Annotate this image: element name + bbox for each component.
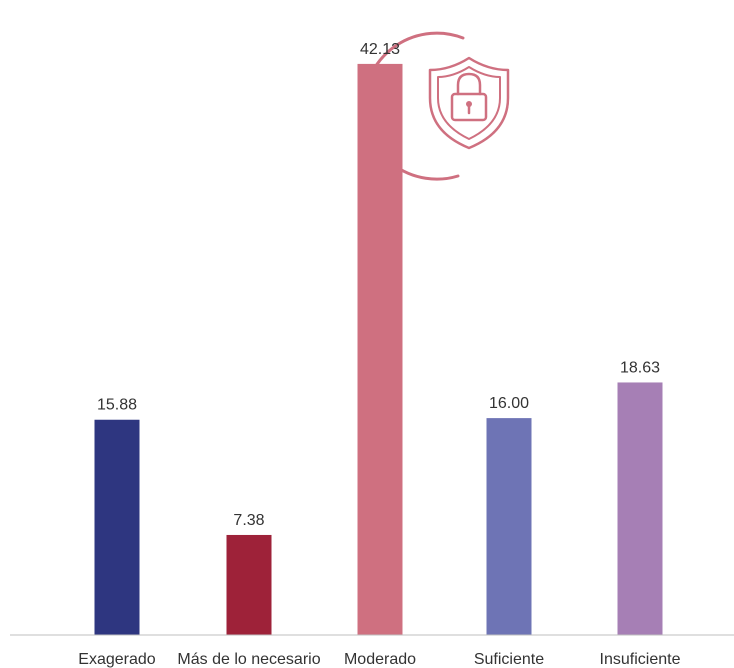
- shield-lock-icon: [428, 56, 510, 150]
- data-label-2: 42.13: [360, 41, 400, 58]
- bar-3: [486, 418, 532, 635]
- bar-0: [94, 419, 140, 635]
- data-label-4: 18.63: [620, 359, 660, 376]
- category-label-4: Insuficiente: [600, 651, 681, 668]
- bar-4: [617, 382, 663, 635]
- data-label-0: 15.88: [97, 397, 137, 414]
- category-label-3: Suficiente: [474, 651, 544, 668]
- data-label-1: 7.38: [233, 512, 264, 529]
- category-label-0: Exagerado: [78, 651, 155, 668]
- data-label-3: 16.00: [489, 395, 529, 412]
- bar-1: [226, 534, 272, 635]
- category-label-2: Moderado: [344, 651, 416, 668]
- bar-2: [357, 63, 403, 636]
- category-label-1: Más de lo necesario: [177, 651, 320, 668]
